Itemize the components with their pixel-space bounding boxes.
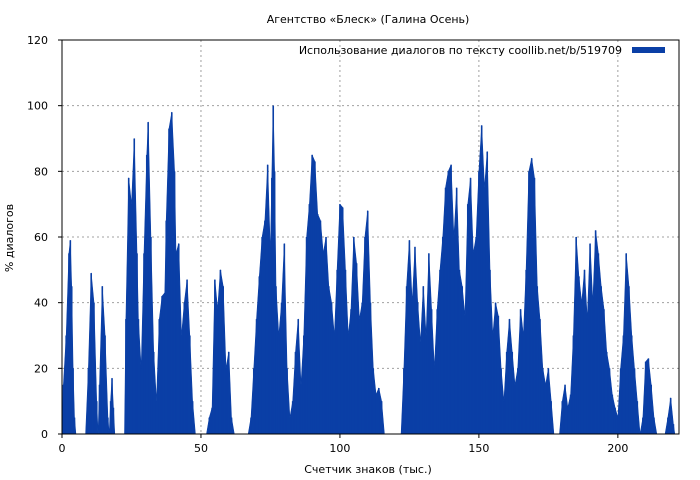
legend: Использование диалогов по тексту coollib… [299, 44, 665, 57]
x-tick-label: 100 [329, 442, 350, 455]
x-tick-label: 150 [468, 442, 489, 455]
legend-swatch [632, 47, 665, 53]
x-axis: 0 50 100 150 200 [59, 434, 628, 455]
y-tick-label: 60 [34, 231, 48, 244]
y-tick-label: 0 [41, 428, 48, 441]
x-axis-label: Счетчик знаков (тыс.) [304, 463, 432, 476]
y-axis: 0 20 40 60 80 100 120 [27, 34, 62, 441]
y-tick-label: 40 [34, 297, 48, 310]
y-tick-label: 80 [34, 165, 48, 178]
y-tick-label: 20 [34, 362, 48, 375]
plot-area [61, 105, 676, 435]
chart-title: Агентство «Блеск» (Галина Осень) [267, 13, 470, 26]
legend-label: Использование диалогов по тексту coollib… [299, 44, 622, 57]
x-tick-label: 200 [607, 442, 628, 455]
y-tick-label: 120 [27, 34, 48, 47]
y-tick-label: 100 [27, 100, 48, 113]
y-axis-label: % диалогов [3, 204, 16, 272]
x-tick-label: 50 [194, 442, 208, 455]
x-tick-label: 0 [59, 442, 66, 455]
